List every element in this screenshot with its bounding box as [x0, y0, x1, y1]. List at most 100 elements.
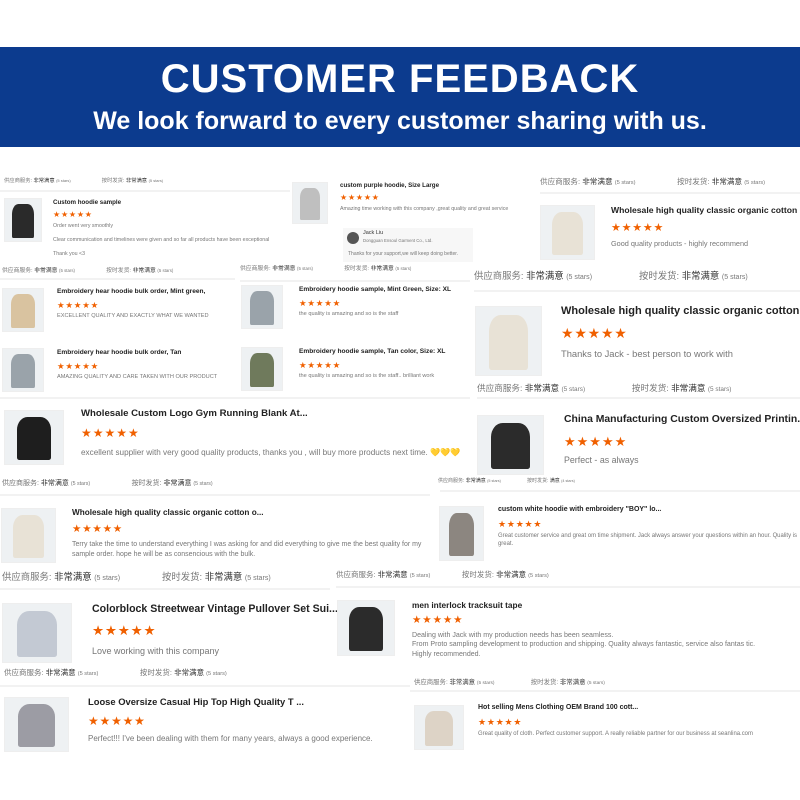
- delivery-value: 满意: [549, 478, 562, 484]
- product-thumbnail[interactable]: [475, 306, 542, 376]
- product-title[interactable]: Custom hoodie sample: [53, 199, 122, 206]
- rating-footer: 供应商服务: 非常满意 (5 stars) 按时发货: 非常满意 (5 star…: [4, 176, 163, 184]
- service-value: 非常满意: [526, 270, 567, 281]
- review-text: Amazing time working with this company ,…: [340, 205, 509, 212]
- product-thumbnail[interactable]: [241, 285, 283, 329]
- review-text: Good quality products - highly recommend: [611, 238, 749, 248]
- service-stars: (5 stars): [476, 681, 496, 686]
- service-label: 供应商服务:: [477, 383, 525, 393]
- product-title[interactable]: Wholesale Custom Logo Gym Running Blank …: [81, 408, 308, 419]
- product-thumbnail[interactable]: [477, 415, 544, 475]
- product-title[interactable]: Embroidery hear hoodie bulk order, Tan: [57, 349, 182, 356]
- delivery-label: 按时发货:: [631, 383, 672, 393]
- product-thumbnail[interactable]: [2, 603, 72, 663]
- product-title[interactable]: Embroidery hoodie sample, Tan color, Siz…: [299, 348, 446, 355]
- divider: [477, 397, 800, 399]
- service-stars: (5 stars): [487, 479, 502, 483]
- product-thumbnail[interactable]: [2, 288, 44, 332]
- product-title[interactable]: Embroidery hear hoodie bulk order, Mint …: [57, 288, 206, 295]
- product-thumbnail[interactable]: [241, 347, 283, 391]
- grey-hoodie-icon: [299, 187, 321, 220]
- product-thumbnail[interactable]: [337, 600, 395, 656]
- product-title[interactable]: Loose Oversize Casual Hip Top High Quali…: [88, 696, 305, 707]
- service-value: 非常满意: [582, 177, 615, 186]
- rating-footer: 供应商服务: 非常满意 (5 stars) 按时发货: 非常满意 (5 star…: [540, 176, 765, 187]
- service-label: 供应商服务:: [414, 679, 450, 686]
- service-stars: (5 stars): [566, 274, 595, 281]
- delivery-label: 按时发货:: [106, 268, 133, 274]
- product-thumbnail[interactable]: [439, 506, 484, 561]
- product-title[interactable]: Colorblock Streetwear Vintage Pullover S…: [92, 603, 338, 615]
- service-value: 非常满意: [524, 383, 562, 393]
- product-title[interactable]: Wholesale high quality classic organic c…: [561, 305, 800, 317]
- review-text: Thanks to Jack - best person to work wit…: [561, 349, 733, 360]
- delivery-stars: (5 stars): [157, 268, 174, 273]
- product-title[interactable]: Wholesale high quality classic organic c…: [611, 205, 800, 215]
- product-thumbnail[interactable]: [4, 198, 42, 242]
- green-hoodie-icon: [250, 353, 274, 387]
- delivery-label: 按时发货:: [101, 178, 126, 184]
- review-text: Great quality of cloth. Perfect customer…: [478, 731, 753, 738]
- product-thumbnail[interactable]: [2, 348, 44, 392]
- service-value: 非常满意: [377, 570, 410, 579]
- service-value: 非常满意: [40, 480, 71, 487]
- product-title[interactable]: custom white hoodie with embroidery "BOY…: [498, 506, 662, 513]
- divider: [474, 290, 800, 292]
- puffer-jacket-icon: [16, 610, 58, 658]
- divider: [410, 690, 800, 692]
- review-text: Perfect - as always: [564, 455, 639, 466]
- seller-reply: Jack Liu Dongguan Ensoul Garment Co., Ltd…: [343, 228, 473, 262]
- service-label: 供应商服务:: [540, 177, 583, 186]
- rating-footer: 供应商服务: 非常满意 (5 stars) 按时发货: 非常满意 (5 star…: [4, 667, 227, 678]
- service-value: 非常满意: [449, 679, 477, 686]
- product-title[interactable]: Embroidery hoodie sample, Mint Green, Si…: [299, 286, 452, 293]
- product-title[interactable]: Wholesale high quality classic organic c…: [72, 508, 264, 517]
- service-stars: (5 stars): [561, 386, 587, 393]
- star-rating: ★★★★★: [478, 716, 523, 727]
- service-label: 供应商服务:: [240, 266, 273, 272]
- product-thumbnail[interactable]: [4, 410, 64, 465]
- divider: [0, 278, 235, 280]
- rating-footer: 供应商服务: 非常满意 (5 stars) 按时发货: 非常满意 (5 star…: [240, 263, 411, 272]
- delivery-label: 按时发货:: [162, 571, 205, 582]
- delivery-value: 非常满意: [681, 270, 722, 281]
- black-shorts-icon: [16, 417, 52, 460]
- colorblock-tshirt-icon: [17, 704, 56, 747]
- product-title[interactable]: men interlock tracksuit tape: [412, 600, 523, 610]
- delivery-value: 非常满意: [711, 177, 745, 186]
- product-thumbnail[interactable]: [4, 697, 69, 752]
- star-rating: ★★★★★: [611, 221, 665, 234]
- rating-footer: 供应商服务: 非常满意 (5 stars) 按时发货: 非常满意 (5 star…: [477, 382, 731, 394]
- star-rating: ★★★★★: [299, 298, 341, 308]
- star-rating: ★★★★★: [299, 360, 341, 370]
- delivery-label: 按时发货:: [131, 480, 164, 487]
- service-value: 非常满意: [272, 266, 298, 272]
- product-title[interactable]: Hot selling Mens Clothing OEM Brand 100 …: [478, 704, 639, 711]
- delivery-stars: (5 stars): [395, 266, 412, 271]
- product-thumbnail[interactable]: [292, 182, 328, 224]
- delivery-value: 非常满意: [163, 480, 194, 487]
- review-text: Perfect!!! I've been dealing with them f…: [88, 734, 373, 744]
- product-thumbnail[interactable]: [1, 508, 56, 563]
- beige-sweater-icon: [424, 711, 454, 746]
- product-thumbnail[interactable]: [540, 205, 595, 260]
- rating-footer: 供应商服务: 非常满意 (5 stars) 按时发货: 非常满意 (5 star…: [414, 677, 605, 686]
- service-label: 供应商服务:: [4, 668, 46, 677]
- service-stars: (5 stars): [77, 671, 100, 677]
- delivery-stars: (5 stars): [721, 274, 748, 281]
- product-thumbnail[interactable]: [414, 705, 464, 750]
- star-rating: ★★★★★: [72, 524, 123, 536]
- product-title[interactable]: custom purple hoodie, Size Large: [340, 182, 440, 189]
- avatar: [347, 232, 359, 244]
- star-rating: ★★★★★: [561, 325, 628, 341]
- star-rating: ★★★★★: [498, 518, 543, 529]
- divider: [240, 280, 470, 282]
- service-stars: (5 stars): [56, 178, 72, 183]
- service-value: 非常满意: [54, 571, 95, 582]
- product-title[interactable]: China Manufacturing Custom Oversized Pri…: [564, 414, 800, 425]
- delivery-stars: (5 stars): [244, 575, 271, 582]
- service-stars: (5 stars): [297, 266, 315, 271]
- review-text: Great customer service and great om time…: [498, 533, 797, 548]
- divider: [0, 190, 290, 192]
